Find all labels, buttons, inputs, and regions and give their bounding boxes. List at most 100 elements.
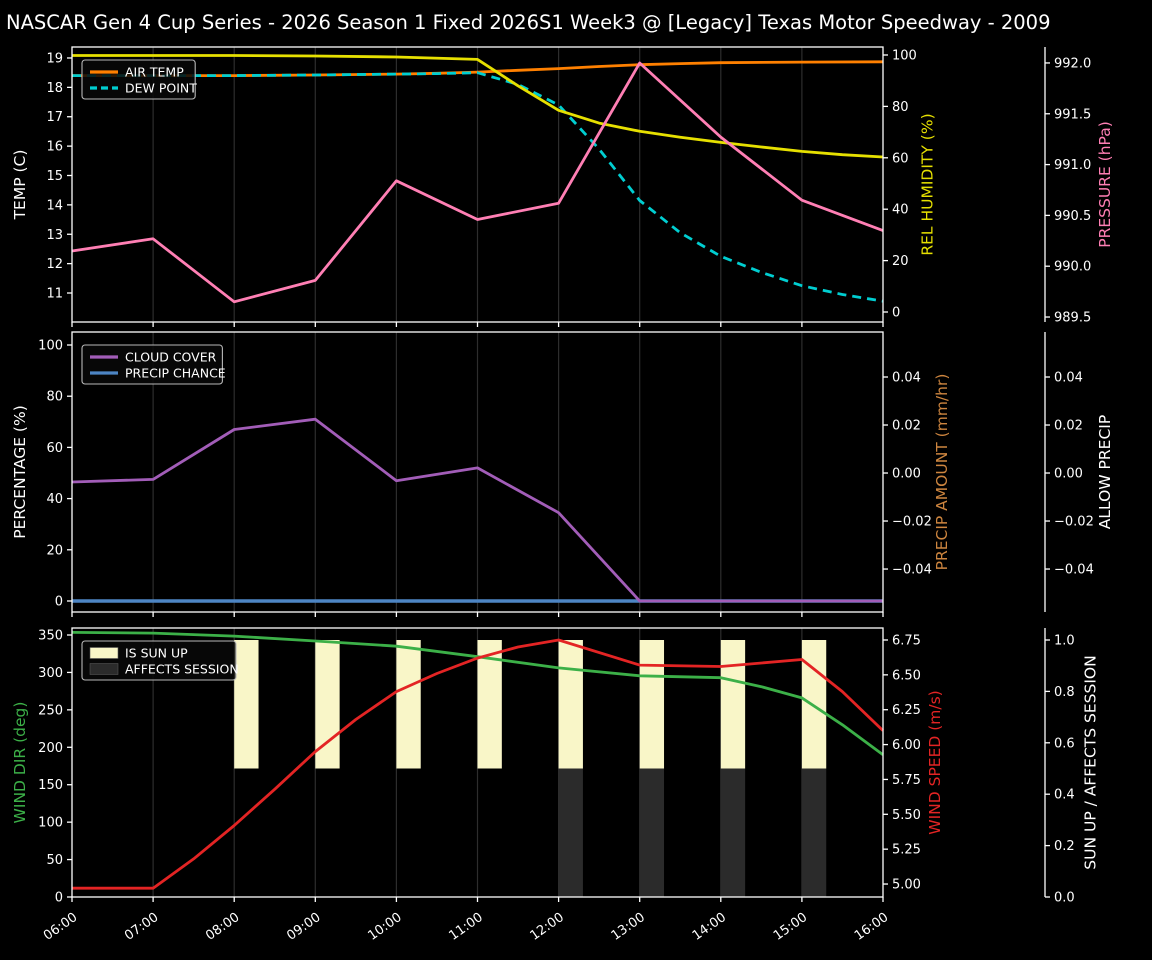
series-wind-speed <box>72 638 884 890</box>
y-tick-label: 250 <box>38 703 63 718</box>
axis-wind-speed-m-s: 5.00 5.25 5.50 5.75 6.00 6.25 6.50 6.75 WIND SPE… <box>883 633 944 893</box>
axis-title-wind-speed-m-s: WIND SPEED (m/s) <box>926 690 944 834</box>
axis-title-precip-amount-mm-hr: PRECIP AMOUNT (mm/hr) <box>933 374 951 571</box>
x-tick-label: 07:00 <box>122 910 161 944</box>
x-tick-label: 12:00 <box>528 910 567 944</box>
axis-pressure-hpa: 989.5 990.0 990.5 991.0 991.5 992.0 PRESSURE (… <box>1044 47 1114 326</box>
axis-title-percentage: PERCENTAGE (%) <box>11 405 29 539</box>
plot-temperature-humidity-pressure: 11 12 13 14 15 16 17 18 19 TEMP (C) 0 20 40 60 80 100 RE… <box>11 46 1114 327</box>
y-tick-label: 0.4 <box>1054 788 1075 803</box>
axis-title-sun-up-affects-session: SUN UP / AFFECTS SESSION <box>1082 655 1100 869</box>
bar-is-sun-up <box>720 640 746 769</box>
gridlines <box>152 332 803 612</box>
axis-percentage: 0 20 40 60 80 100 PERCENTAGE (%) <box>11 339 72 609</box>
y-tick-label: 990.5 <box>1054 209 1091 224</box>
legend-swatch-is-sun-up <box>89 647 119 659</box>
bar-affects-session <box>558 768 583 897</box>
x-tick-label: 08:00 <box>203 910 242 944</box>
y-tick-label: 6.00 <box>892 738 921 753</box>
y-tick-label: 989.5 <box>1054 311 1091 326</box>
axis-title-temp-c: TEMP (C) <box>11 150 29 221</box>
y-tick-label: 60 <box>892 151 909 166</box>
y-tick-label: 100 <box>38 339 63 354</box>
axis-sun-up-affects-session: 0.0 0.2 0.4 0.6 0.8 1.0 SUN UP / AFFECTS SESSI… <box>1044 628 1100 906</box>
x-tick-label: 09:00 <box>284 910 323 944</box>
y-tick-label: 5.25 <box>892 843 921 858</box>
y-tick-label: 0.2 <box>1054 839 1075 854</box>
y-tick-label: −0.04 <box>1054 563 1094 578</box>
y-tick-label: 20 <box>46 543 63 558</box>
y-tick-label: 0.02 <box>1054 419 1083 434</box>
y-tick-label: 20 <box>892 254 909 269</box>
bars-is-sun-up <box>234 640 827 769</box>
y-tick-label: 300 <box>38 666 63 681</box>
bar-is-sun-up <box>396 640 421 769</box>
y-tick-label: 60 <box>46 441 63 456</box>
y-tick-label: 1.0 <box>1054 634 1075 649</box>
x-tick-label: 13:00 <box>609 910 648 944</box>
axis-title-allow-precip: ALLOW PRECIP <box>1096 415 1114 529</box>
axis-allow-precip: 0.04 0.02 0.00 −0.02 −0.04 ALLOW PRECIP <box>1044 332 1114 612</box>
y-tick-label: 150 <box>38 778 63 793</box>
series-cloud-cover <box>71 417 883 603</box>
y-tick-label: 11 <box>46 287 63 302</box>
x-tick-label: 16:00 <box>852 910 891 944</box>
y-tick-label: 0.04 <box>892 371 921 386</box>
y-tick-label: 0.00 <box>1054 467 1083 482</box>
y-tick-label: 80 <box>892 100 909 115</box>
legend-box <box>81 640 237 681</box>
y-tick-label: 16 <box>46 140 63 155</box>
y-tick-label: 0.8 <box>1054 685 1075 700</box>
bar-is-sun-up <box>477 640 502 769</box>
y-tick-label: 0.6 <box>1054 736 1075 751</box>
y-tick-label: 6.50 <box>892 668 921 683</box>
y-tick-label: 991.0 <box>1054 158 1091 173</box>
y-tick-label: 40 <box>46 492 63 507</box>
y-tick-label: 15 <box>46 169 63 184</box>
gridlines <box>152 47 803 322</box>
y-tick-label: 5.50 <box>892 808 921 823</box>
y-tick-label: 100 <box>38 816 63 831</box>
y-tick-label: 0.00 <box>892 467 921 482</box>
series-pressure <box>71 61 884 304</box>
y-tick-label: 5.75 <box>892 773 921 788</box>
bar-affects-session <box>639 768 665 897</box>
x-axis <box>71 322 884 327</box>
plot-wind-sun: 06:00 07:00 08:00 09:00 10:00 11:00 12:00 13:00… <box>11 627 1100 944</box>
legend-label-is-sun-up: IS SUN UP <box>125 646 188 661</box>
figure-title: NASCAR Gen 4 Cup Series - 2026 Season 1 … <box>6 11 1051 34</box>
series-rel-humidity <box>72 54 884 159</box>
y-tick-label: 990.0 <box>1054 260 1091 275</box>
y-tick-label: −0.02 <box>892 515 932 530</box>
y-tick-label: 6.75 <box>892 633 921 648</box>
y-tick-label: 19 <box>46 51 63 66</box>
axis-rel-humidity: 0 20 40 60 80 100 REL HUMIDITY (%) <box>883 48 937 321</box>
y-tick-label: 6.25 <box>892 703 921 718</box>
bar-affects-session <box>801 768 827 897</box>
y-tick-label: 12 <box>46 257 63 272</box>
y-tick-label: −0.02 <box>1054 515 1094 530</box>
y-tick-label: 40 <box>892 203 909 218</box>
axis-wind-dir-deg: 0 50 100 150 200 250 300 350 WIND DIR (deg) <box>11 628 72 906</box>
legend-label-dew-point: DEW POINT <box>125 81 197 96</box>
y-tick-label: 5.00 <box>892 878 921 893</box>
legend-label-cloud-cover: CLOUD COVER <box>125 350 217 365</box>
legend-label-affects-session: AFFECTS SESSION <box>125 662 239 677</box>
bar-is-sun-up <box>234 640 259 769</box>
y-tick-label: 0 <box>892 306 900 321</box>
legend-label-precip-chance: PRECIP CHANCE <box>125 366 226 381</box>
axis-precip-amount-mm-hr: 0.04 0.02 0.00 −0.02 −0.04 PRECIP AMOUNT (mm/… <box>883 371 951 578</box>
axis-title-pressure-hpa: PRESSURE (hPa) <box>1096 121 1114 248</box>
series-air-temp <box>72 60 884 77</box>
x-tick-label: 06:00 <box>41 910 80 944</box>
x-axis <box>71 612 884 617</box>
y-tick-label: 14 <box>46 198 63 213</box>
y-tick-label: 80 <box>46 390 63 405</box>
plot-cloud-precip: 0 20 40 60 80 100 PERCENTAGE (%) 0.04 0.02 0.00 −0… <box>11 331 1114 617</box>
y-tick-label: 992.0 <box>1054 56 1091 71</box>
y-tick-label: 0 <box>55 594 63 609</box>
